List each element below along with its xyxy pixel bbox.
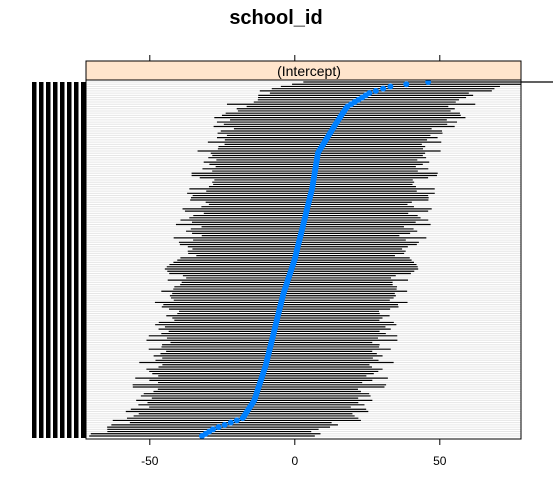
estimate-point (380, 85, 387, 92)
y-tick-label-column (53, 82, 58, 438)
estimate-point (221, 421, 228, 428)
y-tick-label-column (81, 82, 86, 438)
estimate-points (199, 79, 432, 439)
estimate-point (387, 83, 394, 90)
estimate-point (209, 426, 216, 433)
x-tick-label: 50 (433, 454, 447, 468)
y-tick-label-column (32, 82, 37, 438)
estimate-point (403, 81, 410, 88)
y-tick-label-column (46, 82, 51, 438)
estimate-point (372, 87, 379, 94)
estimate-point (366, 90, 373, 97)
y-tick-label-column (74, 82, 79, 438)
y-tick-label-column (67, 82, 72, 438)
x-tick-label: -50 (141, 454, 159, 468)
panel-frame (85, 79, 522, 440)
estimate-point (227, 419, 234, 426)
y-tick-labels (32, 82, 86, 438)
strip-label: (Intercept) (277, 63, 341, 79)
x-tick-label: 0 (291, 454, 298, 468)
estimate-point (215, 424, 222, 431)
y-tick-label-column (60, 82, 65, 438)
y-tick-label-column (39, 82, 44, 438)
x-axis: -50 0 50 (141, 55, 447, 468)
estimate-point (233, 417, 240, 424)
chart-title: school_id (229, 7, 322, 29)
